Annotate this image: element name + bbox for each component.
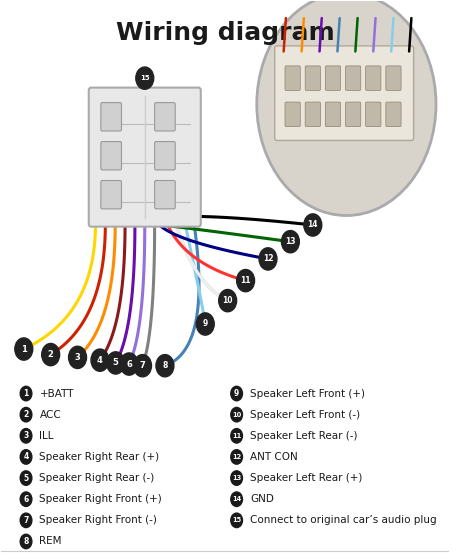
Text: Speaker Right Front (-): Speaker Right Front (-) [39, 515, 157, 525]
FancyBboxPatch shape [365, 102, 381, 126]
Circle shape [231, 492, 242, 506]
Circle shape [257, 0, 436, 216]
FancyBboxPatch shape [386, 66, 401, 91]
FancyBboxPatch shape [285, 102, 300, 126]
Text: 12: 12 [232, 454, 241, 460]
Text: 8: 8 [23, 537, 29, 546]
Text: +BATT: +BATT [39, 389, 74, 399]
Text: Speaker Left Rear (-): Speaker Left Rear (-) [250, 431, 357, 441]
Circle shape [156, 354, 174, 377]
Circle shape [42, 343, 60, 366]
FancyBboxPatch shape [101, 103, 121, 131]
FancyBboxPatch shape [305, 102, 320, 126]
FancyBboxPatch shape [305, 66, 320, 91]
FancyBboxPatch shape [155, 103, 175, 131]
Text: 14: 14 [308, 220, 318, 230]
Circle shape [136, 67, 154, 89]
Circle shape [20, 386, 32, 401]
Text: 4: 4 [97, 356, 103, 364]
Text: 3: 3 [23, 432, 28, 440]
Text: 7: 7 [140, 361, 146, 370]
Circle shape [15, 338, 33, 360]
Text: 11: 11 [240, 276, 251, 285]
Text: 10: 10 [232, 411, 241, 418]
Text: Speaker Left Front (-): Speaker Left Front (-) [250, 410, 360, 420]
Text: Speaker Left Rear (+): Speaker Left Rear (+) [250, 473, 363, 483]
Text: Speaker Right Front (+): Speaker Right Front (+) [39, 494, 162, 504]
Circle shape [304, 214, 322, 236]
Circle shape [20, 408, 32, 422]
Circle shape [231, 513, 242, 528]
Text: 5: 5 [113, 358, 118, 367]
Text: 3: 3 [75, 353, 81, 362]
Text: ANT CON: ANT CON [250, 452, 298, 462]
FancyBboxPatch shape [155, 141, 175, 170]
Text: 6: 6 [23, 495, 28, 504]
FancyBboxPatch shape [325, 102, 341, 126]
Text: 8: 8 [162, 361, 168, 370]
Circle shape [120, 353, 138, 375]
Circle shape [91, 349, 109, 371]
Text: Wiring diagram: Wiring diagram [116, 21, 335, 45]
Text: 12: 12 [263, 254, 273, 263]
Text: 2: 2 [23, 410, 28, 419]
Text: 13: 13 [285, 237, 296, 246]
Circle shape [20, 492, 32, 506]
Text: Speaker Left Front (+): Speaker Left Front (+) [250, 389, 365, 399]
Text: 6: 6 [126, 359, 132, 368]
Text: 15: 15 [140, 75, 150, 81]
FancyBboxPatch shape [285, 66, 300, 91]
Text: 1: 1 [23, 389, 28, 398]
Text: 4: 4 [23, 452, 28, 461]
Text: GND: GND [250, 494, 274, 504]
Circle shape [20, 449, 32, 464]
FancyBboxPatch shape [101, 181, 121, 209]
Text: 5: 5 [24, 473, 28, 482]
Text: 2: 2 [48, 350, 54, 359]
Circle shape [259, 248, 277, 270]
Circle shape [231, 449, 242, 464]
FancyBboxPatch shape [346, 66, 361, 91]
Circle shape [231, 471, 242, 485]
Text: 15: 15 [232, 517, 241, 523]
Text: 1: 1 [21, 344, 27, 353]
Text: 9: 9 [202, 320, 208, 329]
Circle shape [20, 429, 32, 443]
Circle shape [134, 354, 152, 377]
Circle shape [107, 352, 125, 374]
Text: Speaker Right Rear (-): Speaker Right Rear (-) [39, 473, 155, 483]
Text: Speaker Right Rear (+): Speaker Right Rear (+) [39, 452, 160, 462]
Text: Connect to original car’s audio plug: Connect to original car’s audio plug [250, 515, 437, 525]
FancyBboxPatch shape [275, 46, 414, 140]
FancyBboxPatch shape [89, 88, 201, 226]
Circle shape [231, 429, 242, 443]
FancyBboxPatch shape [365, 66, 381, 91]
Circle shape [20, 513, 32, 528]
Circle shape [231, 386, 242, 401]
Circle shape [69, 346, 87, 368]
Text: 10: 10 [222, 296, 233, 305]
Text: 9: 9 [234, 389, 239, 398]
FancyBboxPatch shape [346, 102, 361, 126]
Text: ACC: ACC [39, 410, 61, 420]
Text: ILL: ILL [39, 431, 54, 441]
Circle shape [196, 313, 214, 335]
Text: 7: 7 [23, 516, 29, 525]
Circle shape [219, 290, 237, 312]
Circle shape [237, 269, 255, 292]
Circle shape [20, 534, 32, 549]
FancyBboxPatch shape [325, 66, 341, 91]
Circle shape [20, 471, 32, 485]
Circle shape [231, 408, 242, 422]
Text: 13: 13 [232, 475, 241, 481]
Text: 11: 11 [232, 433, 241, 439]
Text: 14: 14 [232, 496, 241, 502]
FancyBboxPatch shape [155, 181, 175, 209]
FancyBboxPatch shape [101, 141, 121, 170]
Circle shape [282, 230, 300, 253]
Text: REM: REM [39, 537, 62, 547]
FancyBboxPatch shape [386, 102, 401, 126]
